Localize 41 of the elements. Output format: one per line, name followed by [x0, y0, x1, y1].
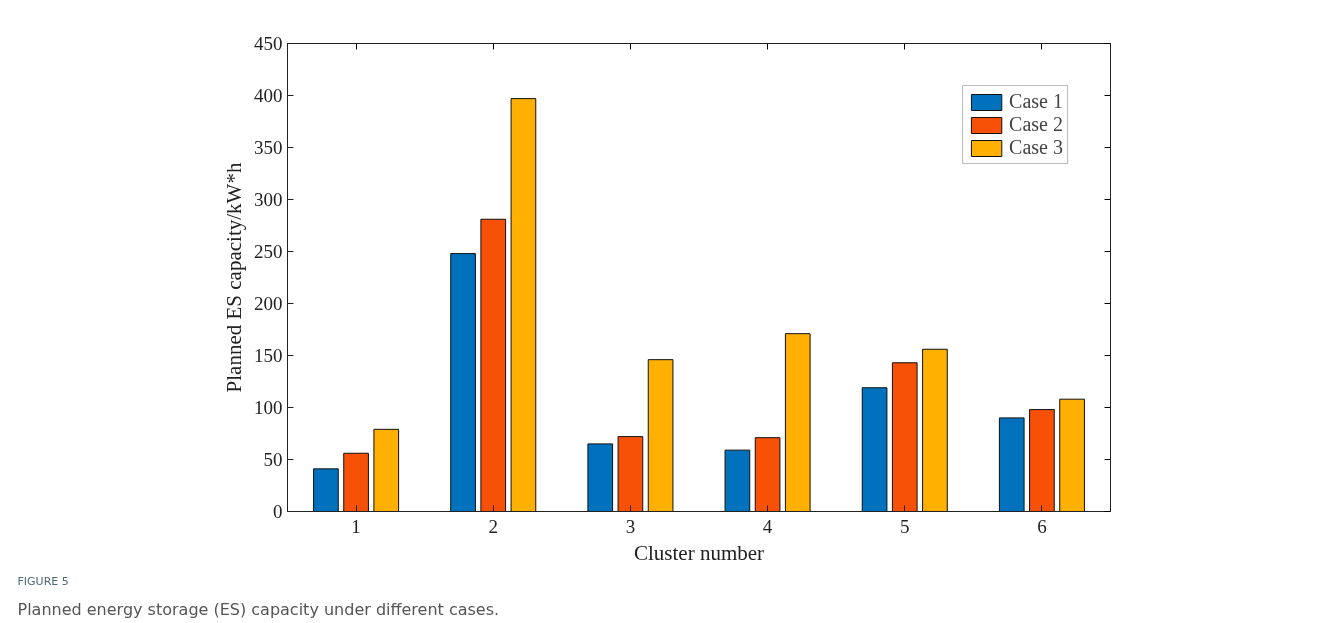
y-tick-label: 50 [263, 449, 283, 470]
y-tick-label: 400 [254, 85, 283, 106]
y-axis-title: Planned ES capacity/kW*h [222, 162, 246, 393]
bar [1059, 398, 1085, 512]
bar [510, 98, 537, 512]
y-tick-label: 300 [254, 189, 283, 210]
legend-label: Case 3 [1009, 136, 1063, 159]
bar [480, 218, 507, 512]
y-tick-label: 150 [254, 345, 283, 366]
bar [861, 387, 888, 512]
x-tick-label: 5 [900, 515, 910, 537]
x-tick-label: 6 [1037, 515, 1047, 537]
bar [647, 359, 674, 512]
y-tick-label: 0 [273, 501, 283, 522]
bar [617, 436, 644, 512]
y-tick-label: 350 [254, 137, 283, 158]
x-tick-label: 3 [625, 515, 636, 537]
caption: FIGURE 5 [17, 574, 69, 588]
x-tick-label: 4 [762, 515, 773, 537]
bar [450, 253, 476, 512]
x-axis-title: Cluster number [633, 540, 765, 565]
legend-label: Case 2 [1009, 113, 1063, 136]
x-tick-label: 2 [488, 515, 498, 537]
y-tick-label: 100 [254, 397, 283, 418]
bar [373, 428, 400, 512]
bar [891, 362, 918, 512]
x-tick-label: 1 [351, 515, 361, 537]
bar [1029, 409, 1055, 512]
bar [784, 333, 811, 512]
bar [922, 348, 948, 512]
bar [724, 449, 751, 512]
text: Planned energy storage (ES) capacity under different cases. [17, 599, 500, 619]
bar [998, 417, 1025, 512]
y-tick-label: 200 [254, 293, 283, 314]
y-tick-label: 250 [254, 241, 283, 262]
legend-label: Case 1 [1009, 90, 1063, 113]
bar [313, 468, 339, 512]
bar [754, 437, 781, 512]
bar [343, 452, 369, 512]
bar [587, 443, 614, 512]
y-tick-label: 450 [254, 33, 283, 54]
